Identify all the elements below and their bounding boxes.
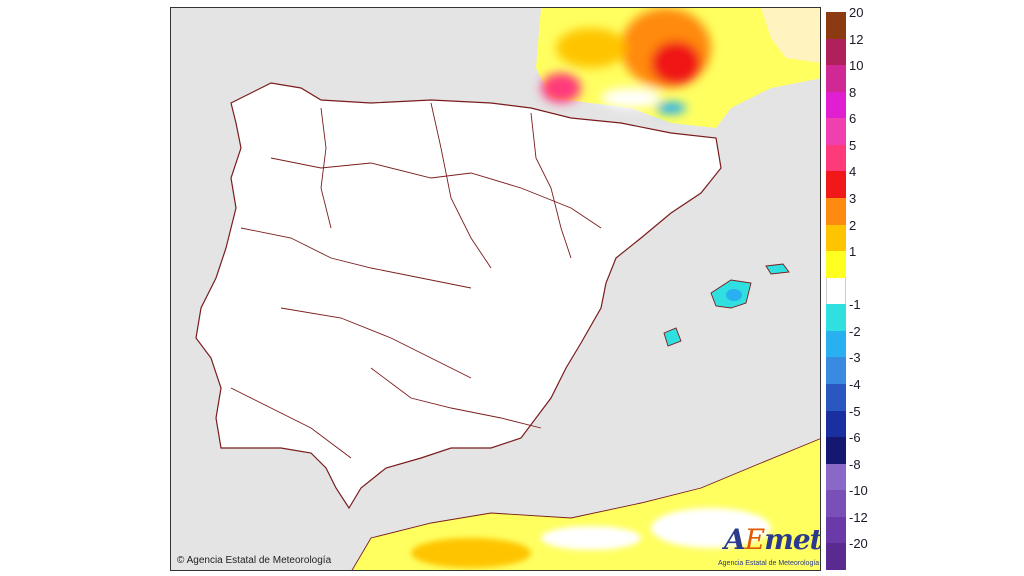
legend-item: -1 [826, 298, 896, 331]
aemet-logo: AEmet Agencia Estatal de Meteorología [718, 523, 820, 567]
legend-swatch [826, 463, 846, 491]
legend-swatch [826, 490, 846, 517]
legend-item: 20 [826, 6, 896, 39]
legend-item: 8 [826, 86, 896, 119]
legend-item: 1 [826, 245, 896, 278]
legend-label: 8 [849, 84, 857, 100]
balearic-islands [663, 263, 790, 347]
legend-swatch [826, 118, 846, 145]
legend-label: -12 [849, 509, 868, 525]
legend-swatch [826, 410, 846, 438]
legend-label: 6 [849, 111, 857, 127]
legend-label: -5 [849, 403, 861, 419]
legend-swatch [826, 516, 846, 544]
africa-anomaly [411, 508, 771, 568]
legend-label: 5 [849, 137, 857, 153]
legend-item: -3 [826, 351, 896, 384]
legend-item: 4 [826, 165, 896, 198]
legend-item: -8 [826, 458, 896, 491]
legend-item: 6 [826, 112, 896, 145]
legend-label: 10 [849, 58, 864, 74]
legend-label: -10 [849, 483, 868, 499]
legend-item: -4 [826, 378, 896, 411]
legend-item [826, 277, 896, 305]
legend-swatch [826, 38, 846, 66]
legend-swatch [826, 304, 846, 331]
legend-swatch [826, 12, 846, 39]
legend-item: 3 [826, 192, 896, 225]
legend-label: 3 [849, 191, 857, 206]
legend-label: 20 [849, 5, 864, 20]
color-legend: 20 12 10 8 6 5 4 3 2 1 -1 -2 -3 -4 -5 -6 -8 -10 -12 -20 [826, 6, 896, 570]
legend-swatch [826, 251, 846, 278]
legend-item: 12 [826, 33, 896, 66]
anomaly-map: © Agencia Estatal de Meteorología AEmet … [170, 7, 821, 571]
france-east [761, 8, 820, 63]
legend-label: 4 [849, 164, 857, 180]
legend-swatch [826, 330, 846, 358]
legend-label: -3 [849, 350, 861, 366]
legend-label: 12 [849, 31, 864, 47]
legend-swatch [826, 144, 846, 172]
legend-label: -8 [849, 456, 861, 472]
logo-subtitle: Agencia Estatal de Meteorología [718, 560, 820, 567]
legend-item: 2 [826, 219, 896, 252]
legend-label: 1 [849, 244, 857, 260]
legend-label: -20 [849, 536, 868, 552]
legend-item: -5 [826, 405, 896, 438]
legend-item: -6 [826, 431, 896, 464]
legend-swatch [826, 198, 846, 225]
legend-swatch [826, 65, 846, 92]
legend-swatch [826, 437, 846, 464]
legend-label: 2 [849, 217, 857, 233]
legend-item: -2 [826, 325, 896, 358]
legend-item: -12 [826, 511, 896, 544]
legend-label: -6 [849, 430, 861, 446]
legend-item: -20 [826, 537, 896, 570]
legend-label: -4 [849, 377, 861, 392]
legend-swatch [826, 224, 846, 252]
legend-swatch [826, 357, 846, 384]
legend-label: -2 [849, 323, 861, 339]
legend-swatch [826, 91, 846, 119]
legend-swatch [826, 543, 846, 570]
legend-item: 5 [826, 139, 896, 172]
legend-label: -1 [849, 297, 861, 313]
logo-wordmark: AEmet [724, 523, 821, 556]
map-canvas [171, 8, 820, 570]
legend-item: 10 [826, 59, 896, 92]
copyright-text: © Agencia Estatal de Meteorología [177, 555, 332, 566]
legend-swatch [826, 277, 846, 305]
regional-borders [230, 102, 602, 459]
france-anomaly [541, 8, 711, 114]
legend-swatch [826, 384, 846, 411]
legend-swatch [826, 171, 846, 198]
legend-item: -10 [826, 484, 896, 517]
